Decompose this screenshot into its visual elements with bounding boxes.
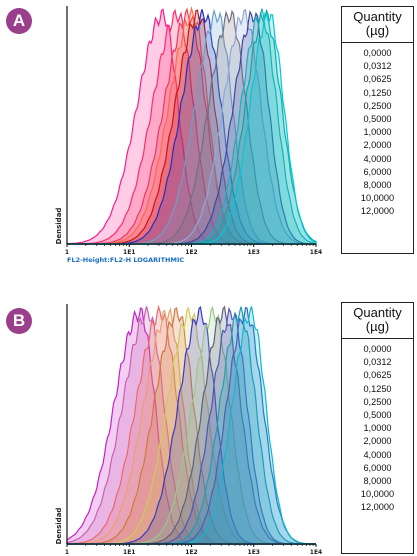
legend-item: 6,0000	[363, 462, 392, 473]
legend-item: 2,0000	[363, 140, 392, 151]
legend-item: 0,1250	[363, 87, 392, 98]
legend-item: 0,2500	[363, 100, 392, 111]
legend-a-title-line2: (µg)	[365, 23, 390, 38]
legend-item: 0,0625	[363, 370, 392, 381]
panel-a-badge: A	[6, 8, 32, 34]
legend-item: 6,0000	[363, 166, 392, 177]
legend-item: 0,0000	[363, 344, 392, 354]
x-tick-label: 1	[65, 249, 69, 256]
legend-b-title-line2: (µg)	[365, 319, 390, 334]
x-tick-label: 1E4	[310, 549, 322, 556]
legend-item: 1,0000	[363, 423, 392, 434]
histogram-plot-a: 1 1E1 1E2 1E3 1E4 Densidad FL2-Height:FL2-H LO…	[55, 6, 322, 264]
x-tick-label: 1E3	[248, 549, 260, 556]
legend-item: 2,0000	[363, 436, 392, 447]
legend-item: 0,0312	[363, 61, 392, 72]
histogram-curves	[66, 6, 317, 245]
legend-item: 8,0000	[363, 475, 392, 486]
legend-item: 10,0000	[360, 193, 395, 204]
legend-b-list: 0,0000 0,0312 0,0625 0,1250 0,2500 0,5000 1,00…	[342, 339, 413, 514]
legend-item: 12,0000	[360, 206, 395, 217]
legend-item: 0,5000	[363, 409, 392, 420]
legend-item: 10,0000	[360, 489, 395, 500]
x-tick-label: 1E2	[185, 549, 197, 556]
legend-item: 0,1250	[363, 383, 392, 394]
x-tick-label: 1E2	[185, 249, 197, 256]
legend-item: 4,0000	[363, 449, 392, 460]
histogram-curves	[66, 304, 317, 545]
x-tick-label: 1E3	[248, 249, 260, 256]
histogram-panel-a: 1 1E1 1E2 1E3 1E4 Densidad FL2-Height:FL2-H LO…	[6, 6, 414, 264]
x-tick-label: 1E1	[123, 549, 135, 556]
legend-b-title: Quantity (µg)	[342, 303, 413, 339]
x-tick-label: 1E1	[123, 249, 135, 256]
legend-item: 0,0000	[363, 48, 392, 58]
x-tick-label: 1	[65, 549, 69, 556]
x-tick-label: 1E4	[310, 249, 322, 256]
legend-item: 0,0312	[363, 357, 392, 368]
x-axis-label: FL2-Height:FL2-H LOGARITHMIC	[67, 256, 184, 264]
legend-a-list: 0,0000 0,0312 0,0625 0,1250 0,2500 0,5000 1,00…	[342, 43, 413, 218]
legend-item: 0,2500	[363, 396, 392, 407]
legend-a-title: Quantity (µg)	[342, 7, 413, 43]
legend-item: 0,5000	[363, 113, 392, 124]
legend-item: 1,0000	[363, 127, 392, 138]
legend-a-title-line1: Quantity	[353, 9, 402, 24]
panel-b-badge: B	[6, 308, 32, 334]
legend-item: 12,0000	[360, 502, 395, 513]
y-axis-label: Densidad	[55, 508, 63, 545]
legend-a: Quantity (µg) 0,0000 0,0312 0,0625 0,1250 0,…	[341, 6, 414, 254]
legend-b-title-line1: Quantity	[353, 305, 402, 320]
legend-b: Quantity (µg) 0,0000 0,0312 0,0625 0,1250 0,…	[341, 302, 414, 554]
legend-item: 8,0000	[363, 179, 392, 190]
legend-item: 4,0000	[363, 153, 392, 164]
legend-item: 0,0625	[363, 74, 392, 85]
y-axis-label: Densidad	[55, 208, 63, 245]
